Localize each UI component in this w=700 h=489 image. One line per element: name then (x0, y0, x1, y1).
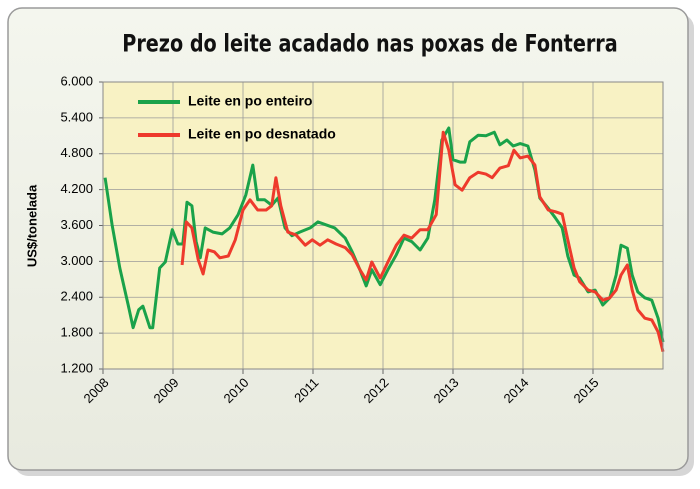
y-tick-label: 1.800 (60, 325, 93, 340)
chart-title: Prezo do leite acadado nas poxas de Font… (122, 31, 617, 59)
y-tick-label: 6.000 (60, 73, 93, 88)
y-tick-label: 4.200 (60, 181, 93, 196)
y-tick-label: 4.800 (60, 145, 93, 160)
y-tick-label: 2.400 (60, 289, 93, 304)
y-tick-label: 1.200 (60, 360, 93, 375)
plot-border (102, 81, 664, 370)
series-line (180, 130, 665, 353)
y-axis-label: US$/tonelada (24, 184, 39, 267)
y-tick-label: 3.600 (60, 217, 93, 232)
y-tick-label: 3.000 (60, 253, 93, 268)
legend-label: Leite en po desnatado (188, 126, 336, 142)
legend-label: Leite en po enteiro (188, 93, 312, 109)
y-tick-label: 5.400 (60, 109, 93, 124)
series-line (103, 126, 665, 343)
